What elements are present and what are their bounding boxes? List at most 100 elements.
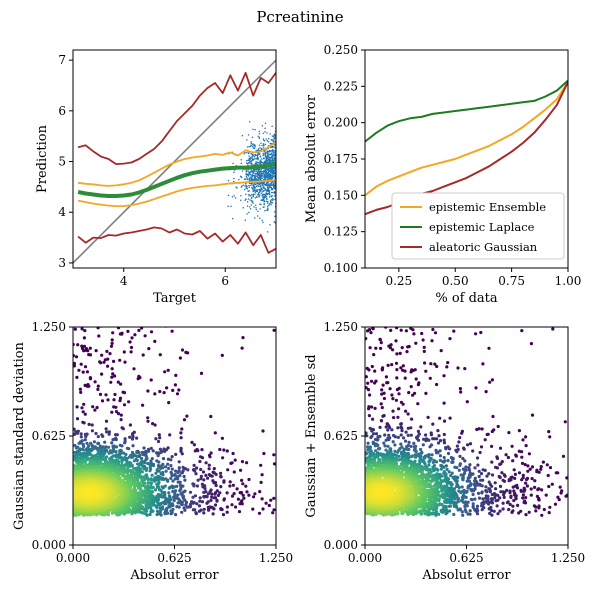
scatter-point: [291, 214, 293, 216]
scatter-point: [285, 205, 287, 207]
scatter-point: [262, 451, 266, 456]
scatter-point: [282, 142, 284, 144]
scatter-point: [290, 165, 292, 167]
scatter-point: [300, 154, 302, 156]
scatter-point: [289, 174, 291, 176]
scatter-point: [248, 184, 250, 187]
scatter-point: [273, 133, 276, 135]
scatter-point: [279, 145, 281, 147]
scatter-point: [278, 171, 280, 173]
scatter-point: [225, 505, 229, 509]
scatter-point: [294, 159, 296, 161]
scatter-point: [280, 160, 282, 162]
scatter-point: [296, 156, 298, 158]
scatter-point: [301, 159, 303, 161]
scatter-point: [265, 195, 268, 198]
scatter-point: [255, 208, 258, 211]
scatter-point: [319, 191, 321, 193]
scatter-point: [165, 386, 169, 390]
scatter-point: [296, 170, 298, 172]
scatter-point: [255, 185, 258, 188]
scatter-point: [419, 155, 421, 157]
scatter-point: [290, 146, 292, 148]
scatter-point: [76, 343, 80, 347]
scatter-point: [329, 143, 331, 145]
scatter-point: [278, 161, 280, 163]
scatter-point: [87, 384, 91, 388]
scatter-point: [416, 140, 418, 142]
scatter-point: [285, 205, 287, 207]
scatter-point: [240, 346, 244, 350]
scatter-point: [273, 211, 276, 213]
scatter-point: [295, 163, 297, 165]
scatter-point: [254, 175, 256, 177]
scatter-point: [300, 185, 302, 187]
scatter-point: [287, 145, 289, 147]
scatter-point: [280, 138, 282, 140]
scatter-point: [286, 191, 288, 193]
scatter-point: [271, 197, 274, 200]
scatter-point: [355, 134, 357, 136]
scatter-point: [286, 168, 288, 170]
scatter-point: [278, 172, 280, 174]
scatter-point: [139, 510, 143, 514]
axes-frame: [72, 49, 277, 269]
scatter-point: [273, 151, 276, 154]
scatter-point: [289, 156, 291, 158]
scatter-point: [292, 158, 294, 160]
scatter-point: [291, 176, 293, 178]
scatter-point: [107, 432, 111, 436]
scatter-point: [280, 139, 282, 141]
scatter-point: [211, 479, 215, 483]
scatter-point: [91, 405, 95, 409]
scatter-point: [293, 131, 295, 133]
scatter-point: [394, 161, 396, 163]
scatter-point: [262, 142, 265, 145]
scatter-point: [173, 383, 177, 387]
scatter-point: [268, 203, 271, 205]
scatter-point: [324, 495, 327, 498]
scatter-point: [146, 419, 150, 423]
scatter-point: [277, 170, 279, 172]
scatter-point: [279, 180, 281, 182]
scatter-point: [126, 329, 130, 333]
scatter-point: [278, 177, 280, 179]
scatter-point: [302, 160, 304, 162]
scatter-point: [178, 474, 182, 478]
scatter-point: [259, 208, 261, 210]
scatter-point: [252, 128, 254, 131]
scatter-point: [387, 138, 389, 140]
scatter-point: [153, 488, 157, 492]
scatter-point: [280, 165, 282, 167]
scatter-point: [265, 167, 268, 169]
scatter-point: [292, 177, 294, 179]
scatter-point: [279, 152, 281, 154]
scatter-point: [418, 175, 420, 177]
scatter-point: [140, 457, 144, 461]
scatter-point: [289, 161, 291, 163]
scatter-point: [285, 166, 287, 168]
scatter-point: [205, 501, 209, 505]
scatter-point: [240, 460, 245, 464]
scatter-point: [289, 481, 292, 484]
scatter-point: [284, 187, 286, 189]
scatter-point: [393, 168, 395, 170]
scatter-point: [233, 458, 237, 462]
scatter-point: [121, 474, 125, 478]
scatter-point: [412, 167, 414, 169]
scatter-point: [279, 192, 281, 194]
scatter-point: [231, 196, 234, 198]
scatter-point: [300, 172, 302, 174]
scatter-point: [359, 166, 361, 168]
scatter-point: [264, 122, 267, 124]
scatter-point: [147, 449, 151, 453]
scatter-point: [128, 340, 132, 344]
scatter-point: [252, 171, 254, 173]
scatter-point: [248, 121, 251, 123]
scatter-point: [300, 179, 302, 181]
scatter-point: [294, 182, 296, 184]
scatter-point: [326, 138, 328, 140]
scatter-point: [292, 169, 294, 171]
scatter-point: [267, 176, 269, 179]
scatter-point: [296, 472, 299, 475]
